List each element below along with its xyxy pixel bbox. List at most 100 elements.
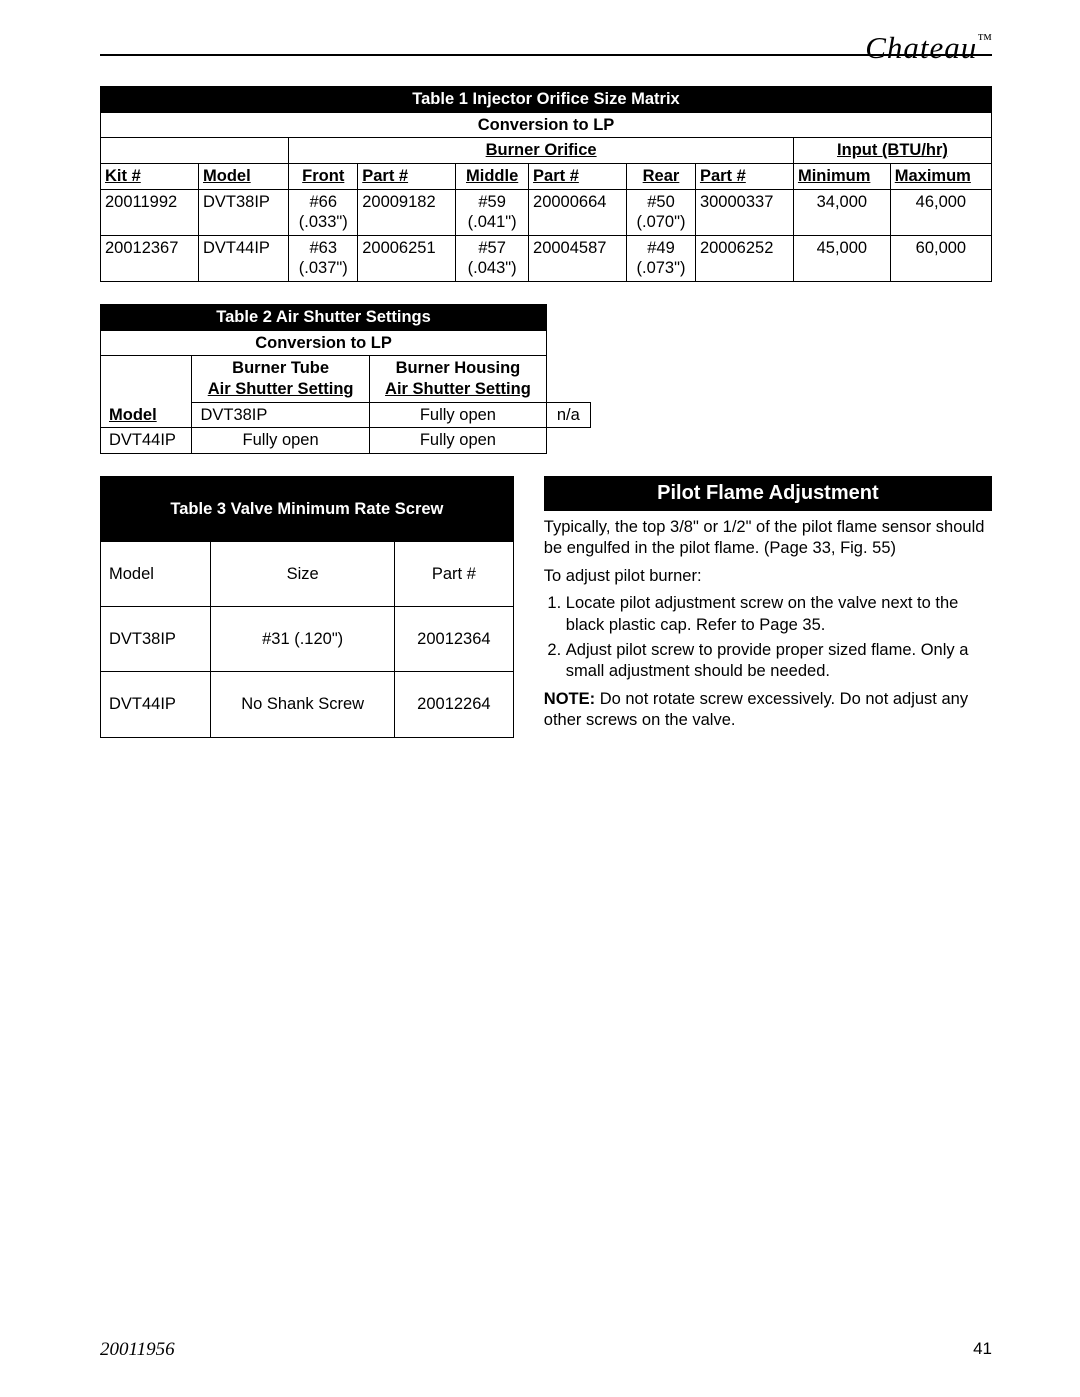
cell-housing: n/a <box>547 402 591 428</box>
l1: Burner Tube <box>232 359 329 377</box>
table-2-conversion: Conversion to LP <box>101 330 547 356</box>
table-3-row: DVT44IP No Shank Screw 20012264 <box>101 672 514 737</box>
cell-min: 45,000 <box>793 235 890 281</box>
hdr-tube: Burner Tube Air Shutter Setting <box>192 356 369 402</box>
hdr-min: Minimum <box>793 163 890 189</box>
pilot-p2: To adjust pilot burner: <box>544 566 992 587</box>
row-3: Table 3 Valve Minimum Rate Screw Model S… <box>100 476 992 738</box>
cell-part2: 20000664 <box>529 189 627 235</box>
cell-rear: #49 (.073") <box>627 235 696 281</box>
table-1-row: 20012367 DVT44IP #63 (.037") 20006251 #57… <box>101 235 992 281</box>
cell-middle: #57 (.043") <box>456 235 529 281</box>
l1: Burner Housing <box>396 359 521 377</box>
hdr-rear: Rear <box>627 163 696 189</box>
cell-front: #66 (.033") <box>289 189 358 235</box>
cell-part3: 30000337 <box>695 189 793 235</box>
pilot-li1: Locate pilot adjustment screw on the val… <box>566 593 992 636</box>
blank-header <box>101 138 289 164</box>
cell-model: DVT44IP <box>199 235 289 281</box>
cell-max: 60,000 <box>890 235 991 281</box>
table-1: Table 1 Injector Orifice Size Matrix Con… <box>100 86 992 282</box>
cell-model: DVT44IP <box>101 428 192 454</box>
table-1-row: 20011992 DVT38IP #66 (.033") 20009182 #59… <box>101 189 992 235</box>
cell-max: 46,000 <box>890 189 991 235</box>
cell-tube: Fully open <box>369 402 546 428</box>
group-input: Input (BTU/hr) <box>793 138 991 164</box>
v2: (.041") <box>468 213 517 231</box>
l2: Air Shutter Setting <box>385 380 531 398</box>
cell-housing: Fully open <box>369 428 546 454</box>
v2: (.073") <box>637 259 686 277</box>
table-2: Table 2 Air Shutter Settings Conversion … <box>100 304 591 454</box>
hdr-part2: Part # <box>529 163 627 189</box>
brand-tm: ™ <box>977 32 992 48</box>
cell-part: 20012364 <box>395 607 514 672</box>
table-1-header-row: Kit # Model Front Part # Middle Part # R… <box>101 163 992 189</box>
table-1-title: Table 1 Injector Orifice Size Matrix <box>101 87 992 113</box>
table-3-title: Table 3 Valve Minimum Rate Screw <box>101 476 514 541</box>
table-2-row: DVT44IP Fully open Fully open <box>101 428 591 454</box>
l2: Air Shutter Setting <box>208 380 354 398</box>
cell-model: DVT38IP <box>101 607 211 672</box>
note-text: Do not rotate screw excessively. Do not … <box>544 690 968 729</box>
hdr-model: Model <box>101 541 211 606</box>
hdr-model: Model <box>101 356 192 428</box>
pilot-list: Locate pilot adjustment screw on the val… <box>544 593 992 683</box>
cell-middle: #59 (.041") <box>456 189 529 235</box>
footer-doc: 20011956 <box>100 1339 175 1361</box>
hdr-middle: Middle <box>456 163 529 189</box>
v: #49 <box>647 239 675 257</box>
v: #63 <box>309 239 337 257</box>
pilot-note: NOTE: Do not rotate screw excessively. D… <box>544 689 992 732</box>
pilot-li2: Adjust pilot screw to provide proper siz… <box>566 640 992 683</box>
content-area: Table 1 Injector Orifice Size Matrix Con… <box>100 86 992 738</box>
pilot-p1: Typically, the top 3/8" or 1/2" of the p… <box>544 517 992 560</box>
hdr-part: Part # <box>395 541 514 606</box>
hdr-part1: Part # <box>358 163 456 189</box>
table-1-conversion: Conversion to LP <box>101 112 992 138</box>
cell-tube: Fully open <box>192 428 369 454</box>
hdr-kit: Kit # <box>101 163 199 189</box>
page: Chateau™ Table 1 Injector Orifice Size M… <box>0 0 1080 1397</box>
pilot-section: Pilot Flame Adjustment Typically, the to… <box>544 476 992 738</box>
hdr-max: Maximum <box>890 163 991 189</box>
cell-model: DVT38IP <box>192 402 369 428</box>
v: #57 <box>478 239 506 257</box>
hdr-part3: Part # <box>695 163 793 189</box>
table-2-title: Table 2 Air Shutter Settings <box>101 305 547 331</box>
cell-model: DVT38IP <box>199 189 289 235</box>
v: #50 <box>647 193 675 211</box>
cell-kit: 20011992 <box>101 189 199 235</box>
table-3-row: DVT38IP #31 (.120") 20012364 <box>101 607 514 672</box>
pilot-title: Pilot Flame Adjustment <box>544 476 992 511</box>
v: #66 <box>309 193 337 211</box>
cell-front: #63 (.037") <box>289 235 358 281</box>
brand-name: Chateau <box>865 30 977 65</box>
pilot-text: Typically, the top 3/8" or 1/2" of the p… <box>544 517 992 732</box>
cell-part3: 20006252 <box>695 235 793 281</box>
v2: (.043") <box>468 259 517 277</box>
table-3: Table 3 Valve Minimum Rate Screw Model S… <box>100 476 514 738</box>
cell-model: DVT44IP <box>101 672 211 737</box>
note-label: NOTE: <box>544 690 595 708</box>
cell-size: #31 (.120") <box>211 607 395 672</box>
hdr-size: Size <box>211 541 395 606</box>
cell-part1: 20009182 <box>358 189 456 235</box>
v2: (.033") <box>299 213 348 231</box>
cell-kit: 20012367 <box>101 235 199 281</box>
cell-part2: 20004587 <box>529 235 627 281</box>
group-burner: Burner Orifice <box>289 138 794 164</box>
footer-page: 41 <box>973 1339 992 1361</box>
cell-part: 20012264 <box>395 672 514 737</box>
v2: (.070") <box>637 213 686 231</box>
hdr-front: Front <box>289 163 358 189</box>
v: #59 <box>478 193 506 211</box>
cell-min: 34,000 <box>793 189 890 235</box>
cell-size: No Shank Screw <box>211 672 395 737</box>
cell-part1: 20006251 <box>358 235 456 281</box>
brand: Chateau™ <box>865 30 992 66</box>
cell-rear: #50 (.070") <box>627 189 696 235</box>
header-rule <box>100 54 992 56</box>
v2: (.037") <box>299 259 348 277</box>
hdr-housing: Burner Housing Air Shutter Setting <box>369 356 546 402</box>
